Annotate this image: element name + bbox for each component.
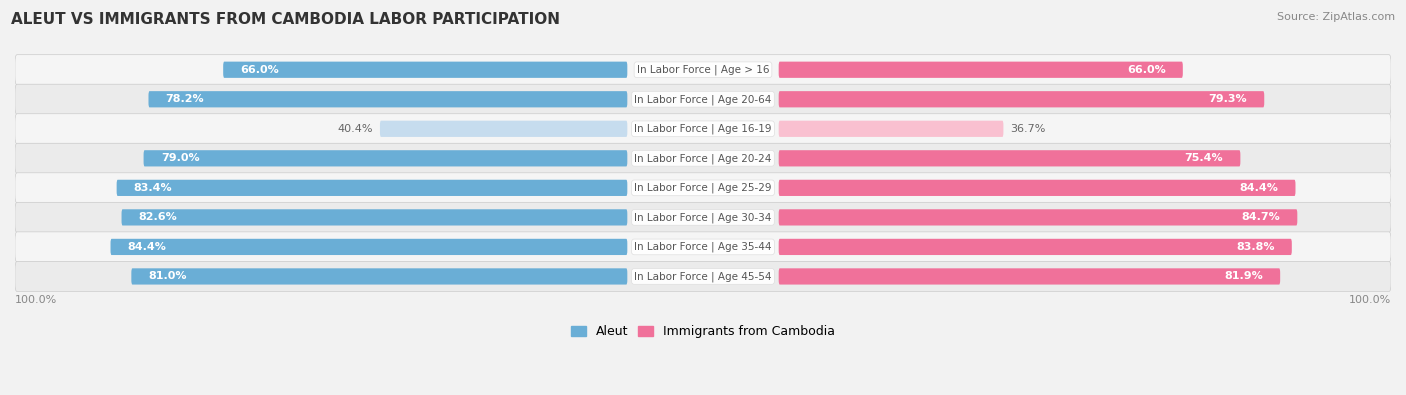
FancyBboxPatch shape	[143, 150, 627, 166]
FancyBboxPatch shape	[779, 180, 1295, 196]
Text: 83.4%: 83.4%	[134, 183, 173, 193]
FancyBboxPatch shape	[779, 121, 1004, 137]
FancyBboxPatch shape	[15, 232, 1391, 262]
Text: 100.0%: 100.0%	[15, 295, 58, 305]
FancyBboxPatch shape	[15, 202, 1391, 232]
FancyBboxPatch shape	[779, 91, 1264, 107]
FancyBboxPatch shape	[15, 84, 1391, 114]
Text: 100.0%: 100.0%	[1348, 295, 1391, 305]
FancyBboxPatch shape	[779, 209, 1298, 226]
FancyBboxPatch shape	[224, 62, 627, 78]
Text: 36.7%: 36.7%	[1011, 124, 1046, 134]
Text: In Labor Force | Age 16-19: In Labor Force | Age 16-19	[634, 124, 772, 134]
FancyBboxPatch shape	[15, 173, 1391, 203]
FancyBboxPatch shape	[15, 143, 1391, 173]
Legend: Aleut, Immigrants from Cambodia: Aleut, Immigrants from Cambodia	[565, 320, 841, 343]
FancyBboxPatch shape	[15, 261, 1391, 292]
Text: In Labor Force | Age 20-64: In Labor Force | Age 20-64	[634, 94, 772, 105]
Text: In Labor Force | Age 30-34: In Labor Force | Age 30-34	[634, 212, 772, 223]
Text: 84.7%: 84.7%	[1241, 213, 1279, 222]
Text: In Labor Force | Age 20-24: In Labor Force | Age 20-24	[634, 153, 772, 164]
FancyBboxPatch shape	[779, 239, 1292, 255]
Text: 40.4%: 40.4%	[337, 124, 373, 134]
Text: In Labor Force | Age 45-54: In Labor Force | Age 45-54	[634, 271, 772, 282]
Text: 79.3%: 79.3%	[1208, 94, 1247, 104]
Text: 75.4%: 75.4%	[1184, 153, 1223, 163]
Text: 82.6%: 82.6%	[139, 213, 177, 222]
Text: 84.4%: 84.4%	[1240, 183, 1278, 193]
Text: 66.0%: 66.0%	[1126, 65, 1166, 75]
FancyBboxPatch shape	[117, 180, 627, 196]
Text: Source: ZipAtlas.com: Source: ZipAtlas.com	[1277, 12, 1395, 22]
FancyBboxPatch shape	[111, 239, 627, 255]
Text: 79.0%: 79.0%	[160, 153, 200, 163]
FancyBboxPatch shape	[779, 150, 1240, 166]
FancyBboxPatch shape	[779, 268, 1281, 284]
FancyBboxPatch shape	[131, 268, 627, 284]
Text: 81.0%: 81.0%	[149, 271, 187, 282]
FancyBboxPatch shape	[380, 121, 627, 137]
Text: 78.2%: 78.2%	[166, 94, 204, 104]
Text: 81.9%: 81.9%	[1225, 271, 1263, 282]
Text: In Labor Force | Age > 16: In Labor Force | Age > 16	[637, 64, 769, 75]
Text: In Labor Force | Age 35-44: In Labor Force | Age 35-44	[634, 242, 772, 252]
FancyBboxPatch shape	[15, 114, 1391, 144]
Text: ALEUT VS IMMIGRANTS FROM CAMBODIA LABOR PARTICIPATION: ALEUT VS IMMIGRANTS FROM CAMBODIA LABOR …	[11, 12, 560, 27]
FancyBboxPatch shape	[121, 209, 627, 226]
FancyBboxPatch shape	[149, 91, 627, 107]
Text: 66.0%: 66.0%	[240, 65, 280, 75]
FancyBboxPatch shape	[15, 55, 1391, 85]
Text: 84.4%: 84.4%	[128, 242, 166, 252]
Text: In Labor Force | Age 25-29: In Labor Force | Age 25-29	[634, 182, 772, 193]
Text: 83.8%: 83.8%	[1236, 242, 1275, 252]
FancyBboxPatch shape	[779, 62, 1182, 78]
